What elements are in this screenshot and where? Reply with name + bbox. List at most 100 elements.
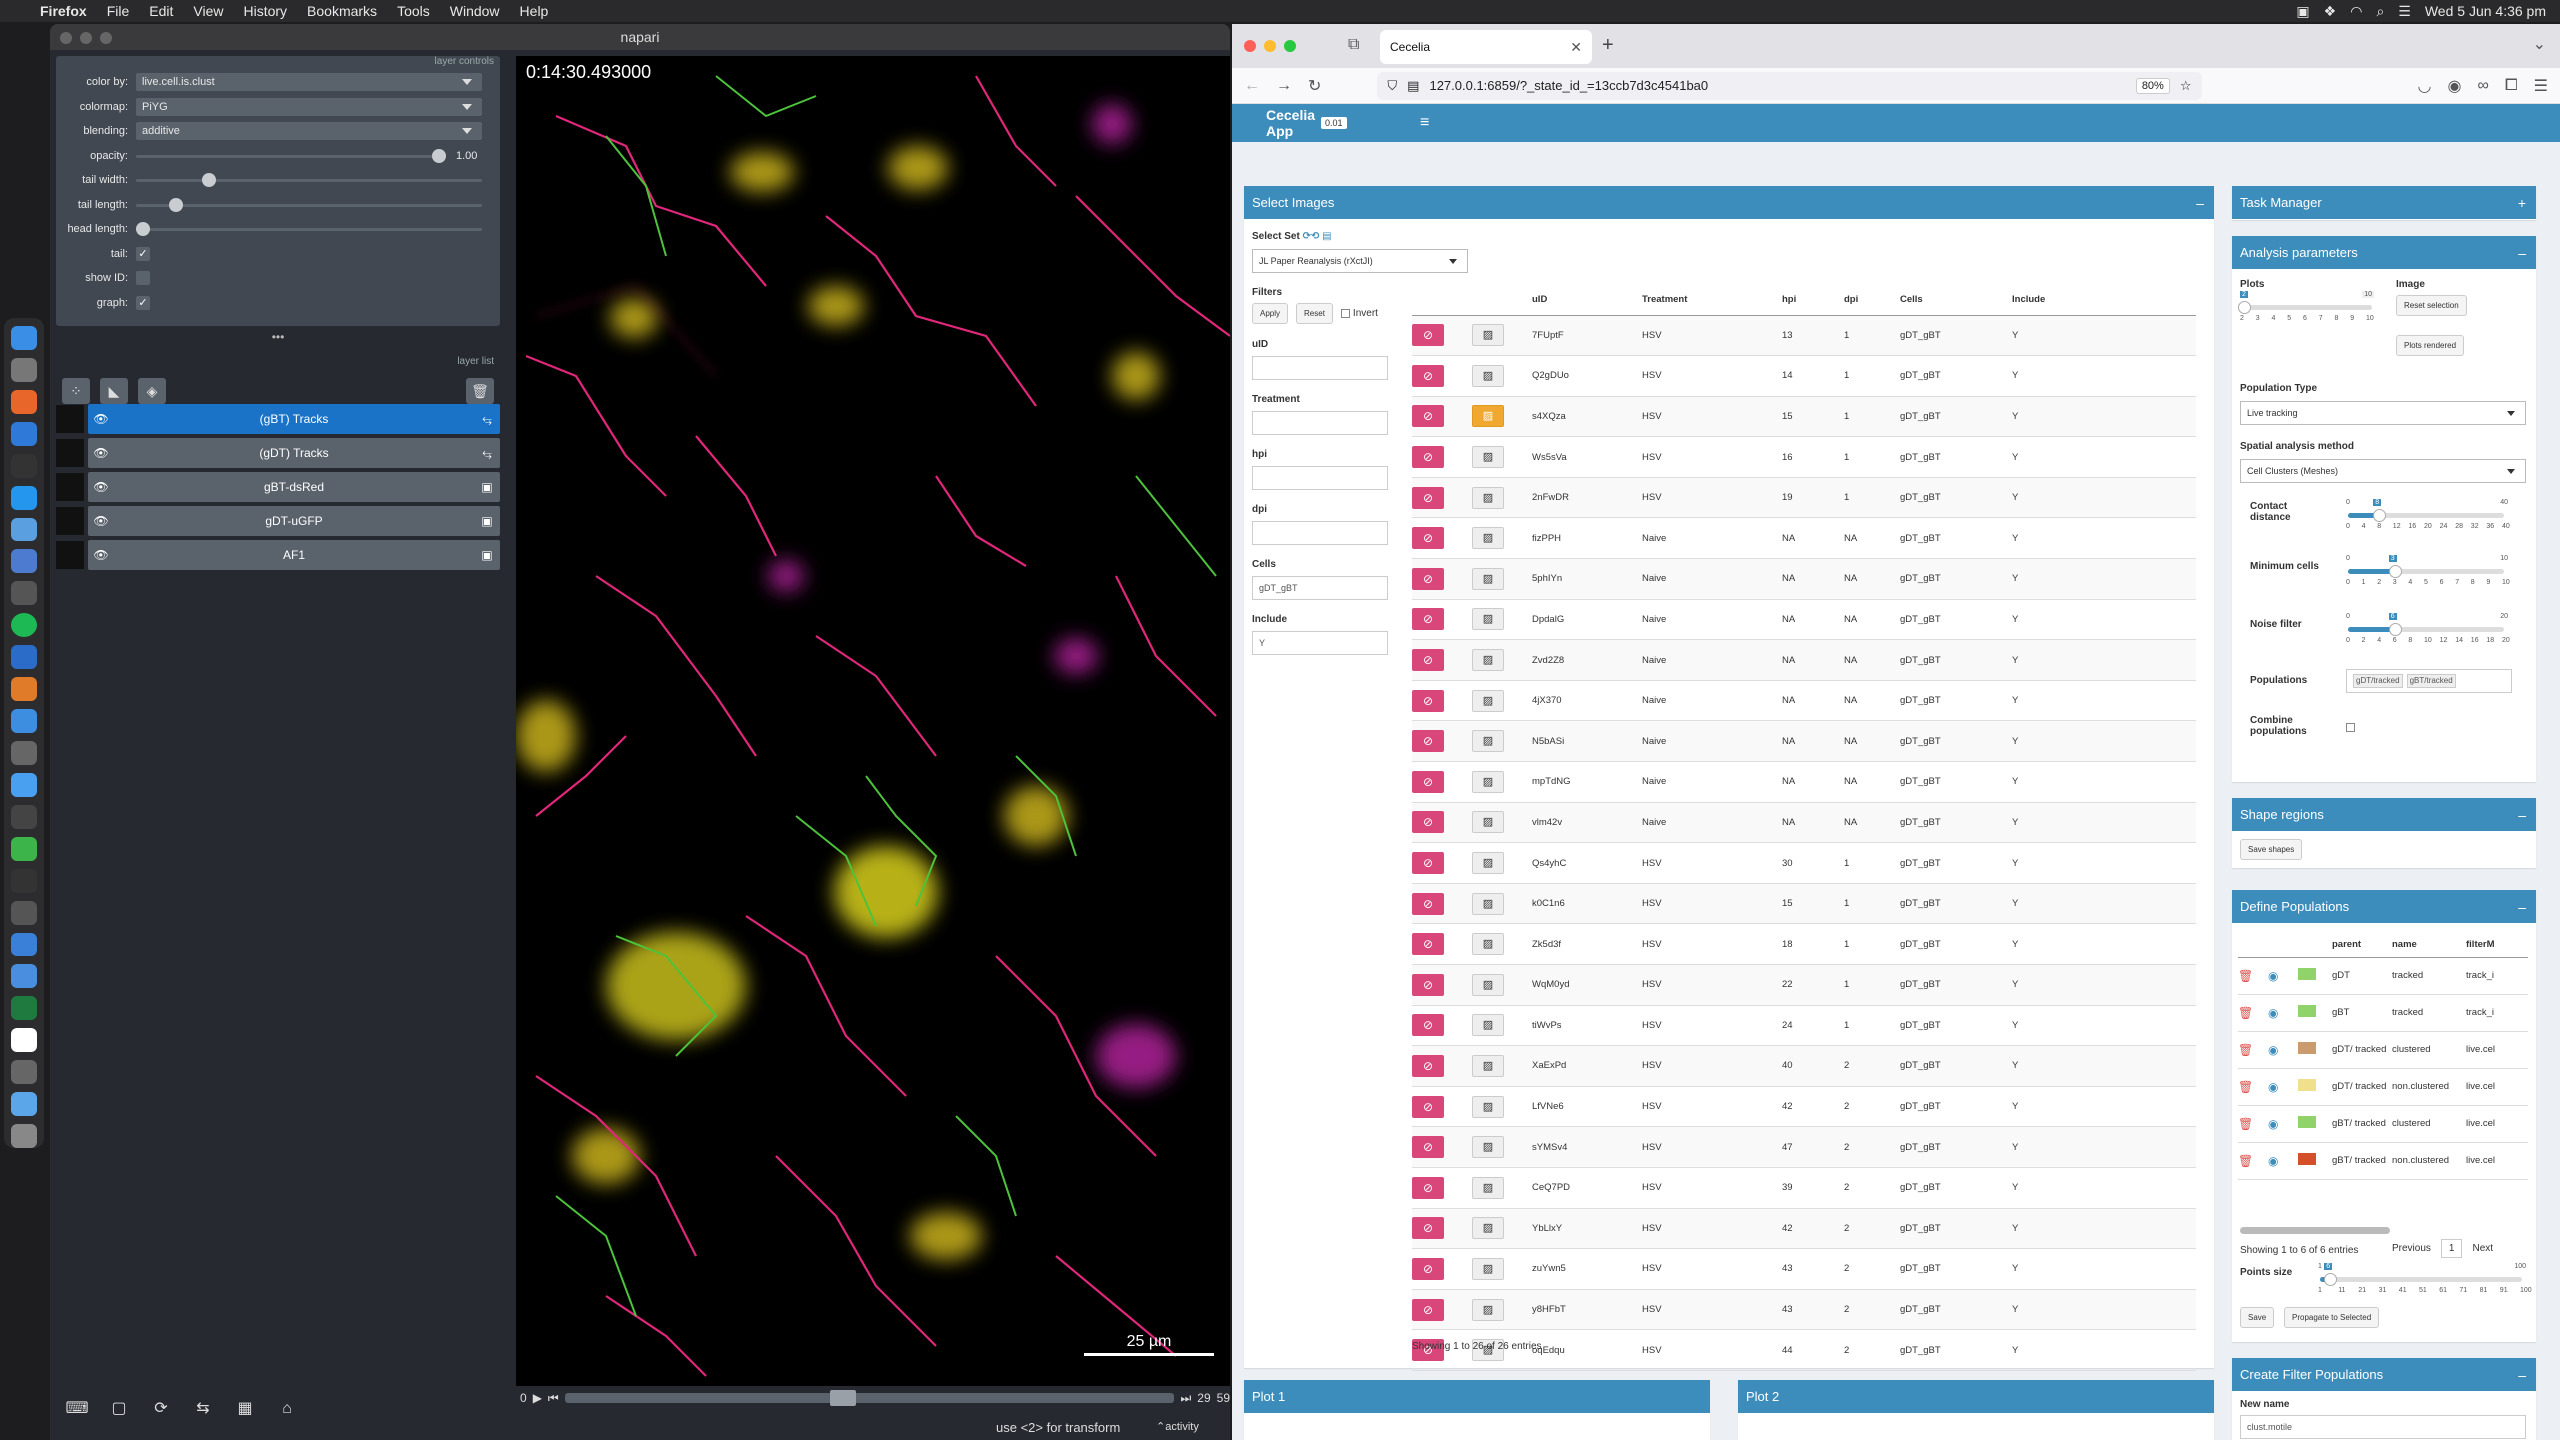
menu-window[interactable]: Window [449, 3, 500, 19]
save-populations-button[interactable]: Save [2240, 1307, 2275, 1328]
collapse-icon[interactable]: – [2518, 245, 2526, 261]
table-row[interactable]: ⊘ ▨ fizPPH Naive NA NA gDT_gBT Y [1412, 517, 2196, 560]
copy-set-icon[interactable]: ▤ [1322, 231, 1332, 242]
select-row-button[interactable]: ⊘ [1412, 1298, 1444, 1321]
layer-item[interactable]: 👁 AF1 ▣ [56, 540, 500, 570]
image-icon[interactable]: ▨ [1472, 527, 1504, 550]
col-uid[interactable]: uID [1532, 285, 1642, 316]
page-info-icon[interactable]: ▤ [1407, 77, 1420, 93]
menu-app-name[interactable]: Firefox [40, 3, 87, 19]
table-row[interactable]: ⊘ ▨ XaExPd HSV 40 2 gDT_gBT Y [1412, 1045, 2196, 1087]
plots-slider[interactable]: 2 10 2 3 4 5 6 7 8 9 10 [2238, 291, 2376, 322]
layer-item[interactable]: 👁 gBT-dsRed ▣ [56, 472, 500, 502]
table-row[interactable]: ⊘ ▨ CeQ7PD HSV 39 2 gDT_gBT Y [1412, 1167, 2196, 1209]
table-row[interactable]: 🗑 ◉ gBT tracked track_i [2238, 994, 2528, 1032]
select-row-button[interactable]: ⊘ [1412, 1136, 1444, 1159]
reset-filter-button[interactable]: Reset [1296, 303, 1333, 324]
image-icon[interactable]: ▨ [1472, 1095, 1504, 1118]
select-row-button[interactable]: ⊘ [1412, 1054, 1444, 1077]
image-icon[interactable]: ▨ [1472, 770, 1504, 793]
zoom-level[interactable]: 80% [2135, 77, 2170, 94]
slider-handle[interactable] [2324, 1273, 2338, 1286]
tail-length-slider[interactable] [136, 196, 482, 214]
table-row[interactable]: ⊘ ▨ Ws5sVa HSV 16 1 gDT_gBT Y [1412, 436, 2196, 478]
new-tab-button[interactable]: + [1602, 34, 1614, 56]
table-row[interactable]: ⊘ ▨ WqM0yd HSV 22 1 gDT_gBT Y [1412, 964, 2196, 1006]
expand-icon[interactable]: + [2517, 195, 2526, 211]
table-row[interactable]: ⊘ ▨ Zvd2Z8 Naive NA NA gDT_gBT Y [1412, 639, 2196, 681]
minimum-cells-slider[interactable]: 0 10 0 1 2 3 4 5 6 7 8 9 10 3 [2344, 555, 2510, 586]
eye-icon[interactable]: ◉ [2268, 994, 2298, 1032]
col-hpi[interactable]: hpi [1782, 285, 1844, 316]
spotify-icon[interactable] [11, 613, 37, 638]
table-row[interactable]: 🗑 ◉ gDT/ tracked non.clustered live.cel [2238, 1068, 2528, 1106]
visibility-eye-icon[interactable]: 👁 [93, 412, 109, 426]
image-icon[interactable]: ▨ [1472, 1339, 1504, 1362]
image-icon[interactable]: ▨ [1472, 324, 1504, 347]
select-row-button[interactable]: ⊘ [1412, 1095, 1444, 1118]
select-row-button[interactable]: ⊘ [1412, 1217, 1444, 1240]
color-swatch[interactable] [2298, 1079, 2316, 1091]
menu-file[interactable]: File [106, 3, 130, 19]
opacity-slider[interactable] [136, 147, 446, 165]
table-row[interactable]: ⊘ ▨ DpdalG Naive NA NA gDT_gBT Y [1412, 599, 2196, 641]
table-row[interactable]: ⊘ ▨ Zk5d3f HSV 18 1 gDT_gBT Y [1412, 923, 2196, 965]
select-row-button[interactable]: ⊘ [1412, 1014, 1444, 1037]
select-row-button[interactable]: ⊘ [1412, 852, 1444, 875]
select-set-dropdown[interactable]: JL Paper Reanalysis (rXctJI) [1252, 249, 1468, 273]
population-tag[interactable]: gBT/tracked [2406, 674, 2456, 688]
select-row-button[interactable]: ⊘ [1412, 446, 1444, 469]
select-row-button[interactable]: ⊘ [1412, 811, 1444, 834]
table-row[interactable]: ⊘ ▨ N5bASi Naive NA NA gDT_gBT Y [1412, 720, 2196, 763]
control-center-icon[interactable]: ☰ [2398, 2, 2411, 19]
image-icon[interactable]: ▨ [1472, 852, 1504, 875]
invert-checkbox[interactable] [1340, 309, 1350, 318]
select-row-button[interactable]: ⊘ [1412, 973, 1444, 996]
image-icon[interactable]: ▨ [1472, 1054, 1504, 1077]
reset-selection-button[interactable]: Reset selection [2396, 295, 2467, 316]
wifi-icon[interactable]: ◠ [2350, 2, 2363, 19]
close-window-button[interactable] [1244, 40, 1256, 52]
reload-button[interactable]: ↻ [1308, 77, 1322, 95]
slider-handle[interactable] [169, 197, 184, 212]
filter-input[interactable] [1252, 356, 1388, 380]
app-icon[interactable] [11, 900, 37, 925]
collapse-icon[interactable]: – [2196, 195, 2204, 211]
eye-icon[interactable]: ◉ [2268, 1031, 2298, 1069]
slider-handle[interactable] [2388, 623, 2402, 636]
browser-icon[interactable] [11, 421, 37, 446]
image-icon[interactable]: ▨ [1472, 405, 1504, 428]
populations-input[interactable]: gDT/tracked gBT/tracked [2346, 669, 2512, 693]
filter-input[interactable] [1252, 466, 1388, 490]
table-row[interactable]: ⊘ ▨ k0C1n6 HSV 15 1 gDT_gBT Y [1412, 883, 2196, 925]
close-window-button[interactable] [60, 32, 72, 44]
menu-bookmarks[interactable]: Bookmarks [307, 3, 378, 19]
collapse-icon[interactable]: – [2518, 899, 2526, 915]
image-icon[interactable]: ▨ [1472, 1136, 1504, 1159]
bookmark-star-icon[interactable]: ☆ [2179, 77, 2192, 93]
play-button[interactable]: ▶ [532, 1391, 542, 1405]
select-row-button[interactable]: ⊘ [1412, 649, 1444, 672]
collapse-icon[interactable]: – [2518, 1367, 2526, 1383]
select-row-button[interactable]: ⊘ [1412, 770, 1444, 793]
mail-icon[interactable] [11, 709, 37, 733]
splitter-handle[interactable]: ••• [271, 330, 285, 344]
url-text[interactable]: 127.0.0.1:6859/?_state_id_=13ccb7d3c4541… [1429, 78, 1709, 93]
table-row[interactable]: 🗑 ◉ gDT tracked track_i [2238, 957, 2528, 995]
slider-handle[interactable] [2373, 509, 2387, 522]
apply-filter-button[interactable]: Apply [1252, 303, 1289, 324]
table-row[interactable]: ⊘ ▨ y8HFbT HSV 43 2 gDT_gBT Y [1412, 1289, 2196, 1331]
tab-cecelia[interactable]: Cecelia ✕ [1380, 30, 1592, 64]
excel-icon[interactable] [11, 996, 37, 1021]
color-swatch[interactable] [2298, 1042, 2316, 1054]
color-swatch[interactable] [2298, 1153, 2316, 1165]
menu-icon[interactable]: ☰ [2533, 77, 2548, 95]
next-page-button[interactable]: Next [2472, 1243, 2494, 1254]
layer-item[interactable]: 👁 gDT-uGFP ▣ [56, 506, 500, 536]
filter-input[interactable]: Y [1252, 631, 1388, 655]
tab-overview-icon[interactable]: ⧉ [1348, 36, 1360, 53]
firefox-icon[interactable] [11, 389, 37, 414]
collapse-icon[interactable]: – [2518, 807, 2526, 823]
back-button[interactable]: ← [1244, 76, 1260, 94]
extensions-icon[interactable]: ⧠ [2504, 76, 2518, 94]
